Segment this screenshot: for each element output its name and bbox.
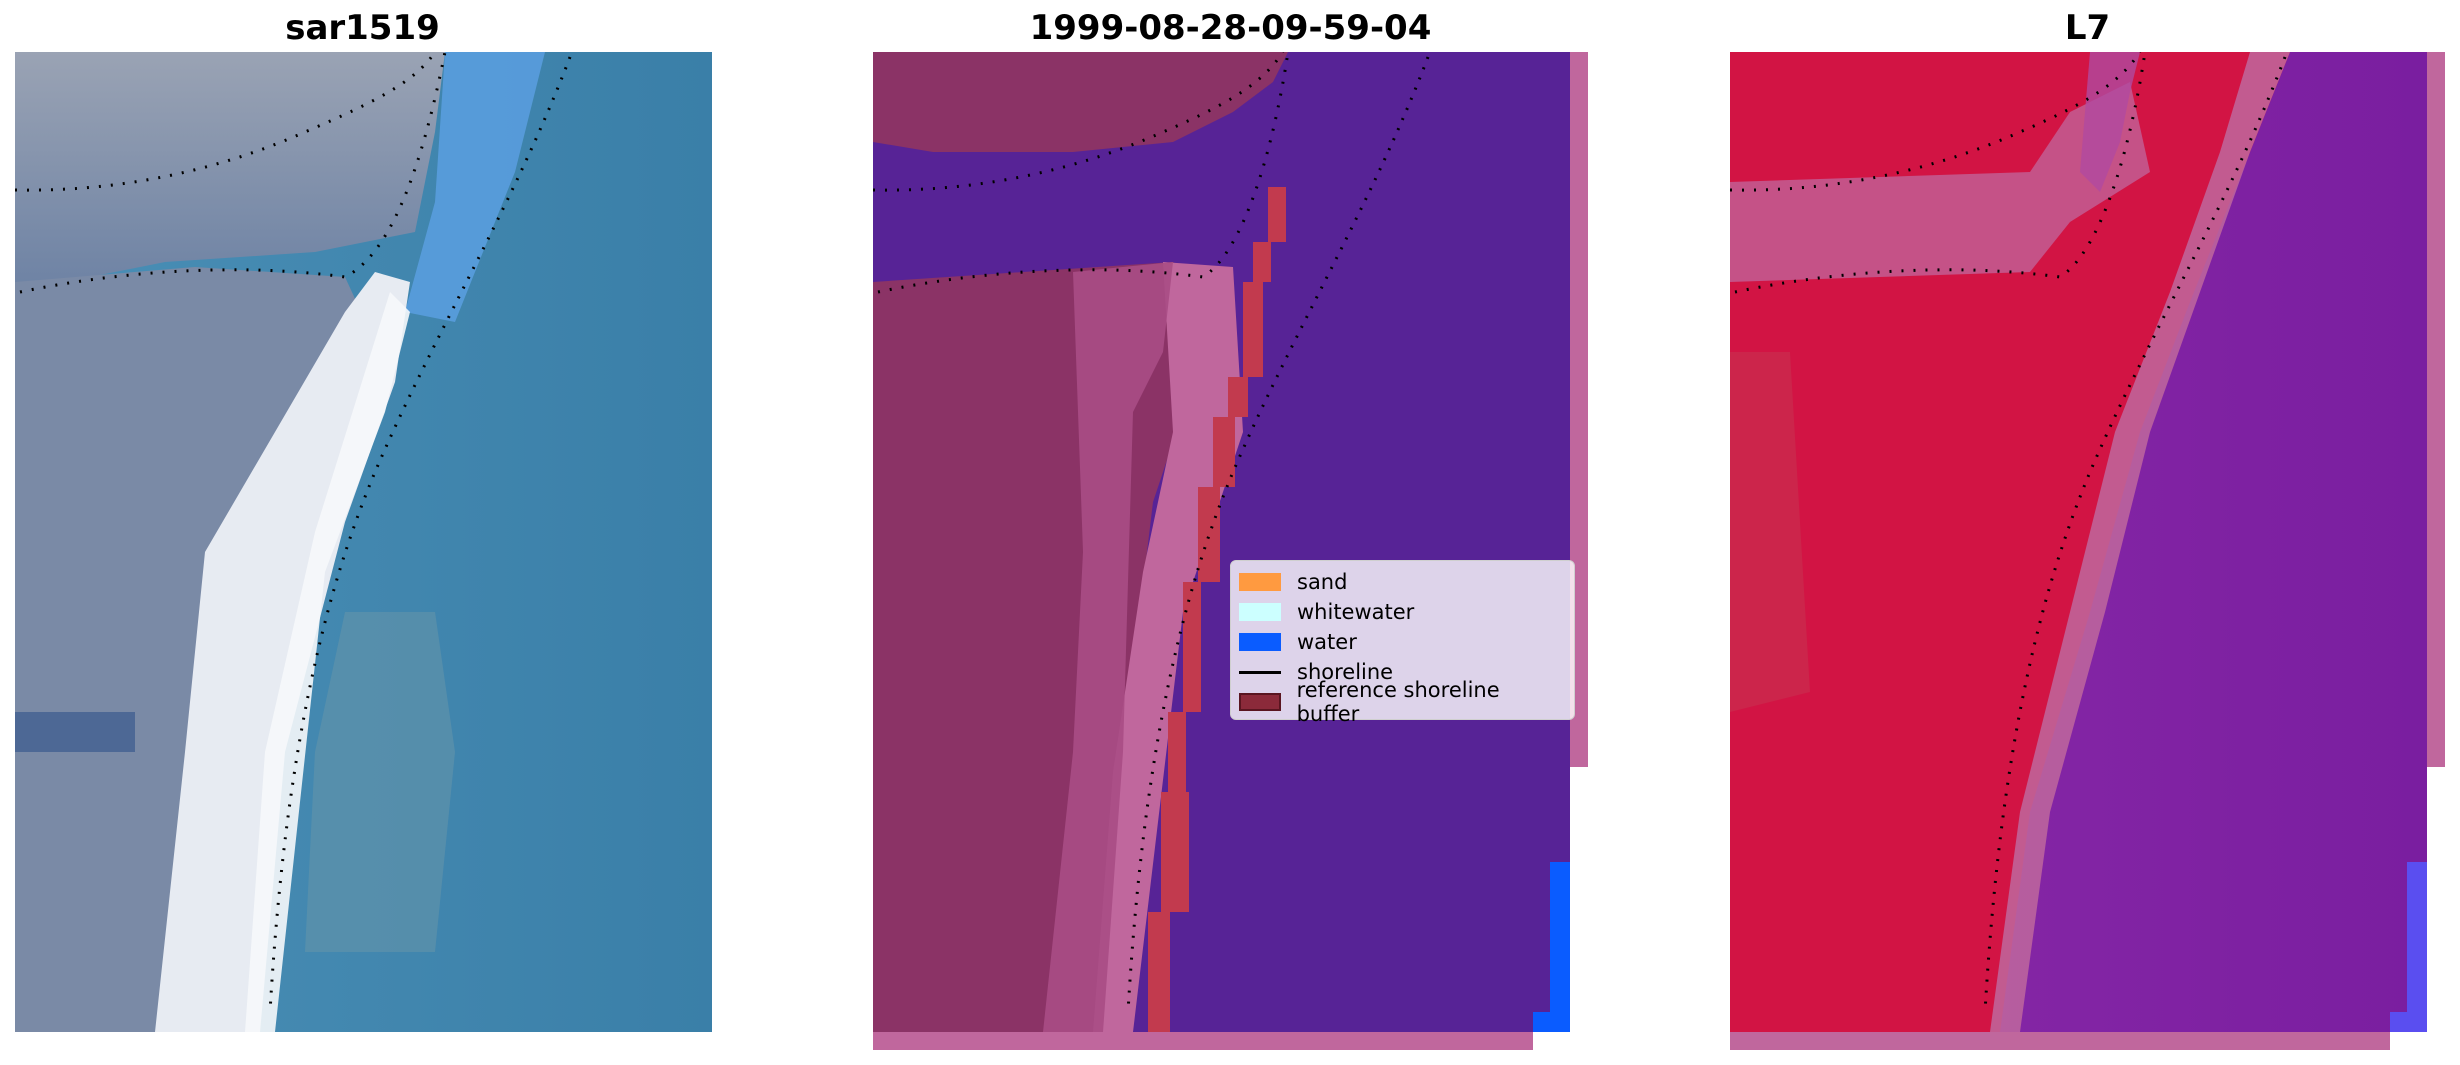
legend-swatch-buffer (1239, 693, 1281, 711)
panel-title-middle: 1999-08-28-09-59-04 (1029, 8, 1432, 48)
legend-label-shoreline: shoreline (1297, 660, 1394, 684)
legend-label-sand: sand (1297, 570, 1348, 594)
legend-label-water: water (1297, 630, 1357, 654)
legend-line-shoreline (1239, 670, 1281, 674)
classification-image (873, 52, 1588, 1050)
legend: sand whitewater water shoreline referenc… (1230, 560, 1575, 726)
index-panel (1730, 52, 2445, 1052)
legend-item-shoreline: shoreline (1239, 657, 1566, 687)
legend-swatch-whitewater (1239, 603, 1281, 621)
panel-title-left: sar1519 (285, 8, 440, 48)
legend-swatch-water (1239, 633, 1281, 651)
legend-item-water: water (1239, 627, 1566, 657)
rgb-image (15, 52, 712, 1032)
rgb-image-panel (15, 52, 712, 1032)
classification-panel (873, 52, 1588, 1052)
legend-item-sand: sand (1239, 567, 1566, 597)
index-image (1730, 52, 2445, 1050)
legend-swatch-sand (1239, 573, 1281, 591)
reference-shoreline-buffer (1148, 187, 1286, 1032)
legend-label-buffer: reference shoreline buffer (1296, 678, 1500, 726)
legend-item-whitewater: whitewater (1239, 597, 1566, 627)
legend-item-buffer: reference shoreline buffer (1239, 678, 1566, 726)
legend-label-whitewater: whitewater (1297, 600, 1415, 624)
panel-title-right: L7 (2064, 8, 2111, 48)
shoreline-line-left (15, 52, 437, 192)
